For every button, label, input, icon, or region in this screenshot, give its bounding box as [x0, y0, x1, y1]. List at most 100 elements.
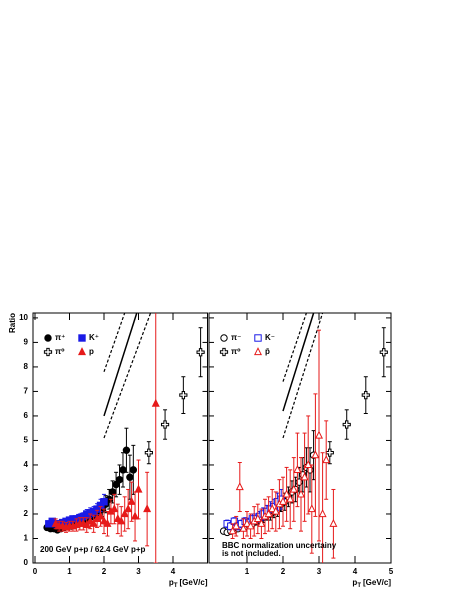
x-label-subscript: T	[357, 583, 361, 589]
legend-marker	[78, 334, 86, 342]
data-point	[179, 391, 188, 400]
data-point	[282, 489, 291, 498]
data-point	[115, 475, 124, 484]
data-point	[271, 506, 280, 515]
y-tick-label: 10	[19, 313, 28, 322]
annotation: BBC normalization uncertainy	[222, 541, 337, 550]
legend-marker	[219, 347, 229, 357]
data-point	[96, 511, 105, 520]
x-label-symbol: p	[352, 578, 357, 587]
legend-marker	[43, 347, 53, 357]
data-point	[134, 484, 143, 493]
data-point	[286, 494, 295, 503]
data-point	[86, 516, 95, 525]
x-tick-label: 2	[102, 567, 107, 576]
data-point	[325, 448, 334, 457]
data-point	[131, 511, 140, 520]
data-point	[307, 504, 316, 513]
plot-area	[219, 313, 388, 563]
plot-area	[43, 313, 205, 563]
model-curve	[282, 313, 324, 439]
x-label-symbol: p	[169, 578, 174, 587]
data-point	[126, 473, 134, 481]
data-point	[89, 518, 98, 527]
plot-frame	[32, 312, 208, 564]
data-point	[103, 518, 112, 527]
x-tick-label: 4	[171, 567, 176, 576]
data-point	[329, 518, 338, 527]
data-point	[293, 464, 302, 473]
data-point	[100, 498, 108, 506]
data-point	[51, 518, 60, 527]
legend-label: K⁻	[265, 333, 275, 342]
y-tick-label: 3	[24, 485, 29, 494]
x-label-unit: [GeV/c]	[179, 578, 207, 587]
data-point	[232, 521, 241, 530]
data-point	[143, 504, 152, 513]
legend-label: K⁺	[89, 333, 99, 342]
legend-marker	[254, 334, 262, 342]
y-tick-label: 4	[24, 460, 29, 469]
data-point	[196, 348, 205, 357]
y-tick-label: 8	[24, 362, 29, 371]
legend-marker	[220, 334, 228, 342]
data-point	[151, 398, 160, 407]
y-tick-label: 2	[24, 509, 29, 518]
data-point	[242, 518, 252, 527]
data-point	[124, 504, 133, 513]
y-tick-label: 9	[24, 338, 29, 347]
data-point	[117, 516, 126, 525]
data-point	[122, 446, 131, 454]
y-tick-label: 5	[24, 436, 29, 445]
annotation: 200 GeV p+p / 62.4 GeV p+p	[40, 545, 145, 554]
x-label-unit: [GeV/c]	[363, 578, 391, 587]
data-point	[99, 516, 109, 525]
data-point	[314, 430, 324, 439]
model-curve	[282, 313, 307, 382]
x-tick-label: 2	[281, 567, 286, 576]
data-point	[120, 509, 129, 518]
data-point	[144, 448, 153, 457]
data-point	[379, 348, 388, 357]
data-point	[342, 420, 351, 429]
data-point	[239, 523, 248, 532]
plot-frame	[208, 312, 392, 564]
legend-label: π⁺	[55, 333, 65, 342]
x-axis-label: pT [GeV/c]	[169, 578, 208, 588]
data-point	[300, 472, 309, 481]
data-point	[304, 460, 313, 469]
y-axis-label: Ratio	[8, 313, 17, 333]
data-point	[228, 526, 237, 535]
y-tick-label: 7	[24, 387, 29, 396]
y-tick-label: 1	[24, 534, 29, 543]
x-tick-label: 1	[67, 567, 72, 576]
data-point	[311, 450, 320, 459]
legend-label: p	[89, 347, 94, 356]
legend-marker	[253, 347, 263, 356]
annotation: is not included.	[222, 549, 281, 558]
model-curve	[282, 313, 315, 412]
model-curve	[103, 313, 126, 373]
legend-label: π⁻	[231, 333, 241, 342]
data-point	[268, 504, 277, 513]
legend-label: π⁰	[55, 347, 65, 356]
data-point	[257, 518, 266, 527]
data-point	[318, 509, 327, 518]
y-tick-label: 0	[24, 558, 29, 567]
legend-label: p̄	[265, 347, 270, 356]
data-point	[289, 484, 298, 493]
x-tick-label: 3	[317, 567, 322, 576]
x-label-subscript: T	[174, 583, 178, 589]
x-tick-label: 0	[33, 567, 38, 576]
data-point	[322, 455, 331, 464]
x-tick-label: 4	[353, 567, 358, 576]
model-curve	[103, 313, 138, 417]
model-curve	[103, 313, 152, 439]
data-point	[127, 496, 136, 505]
legend-marker	[77, 347, 87, 356]
x-tick-label: 3	[136, 567, 141, 576]
data-point	[246, 521, 255, 530]
data-point	[160, 420, 170, 429]
data-point	[264, 509, 273, 518]
x-tick-label: 1	[245, 567, 250, 576]
